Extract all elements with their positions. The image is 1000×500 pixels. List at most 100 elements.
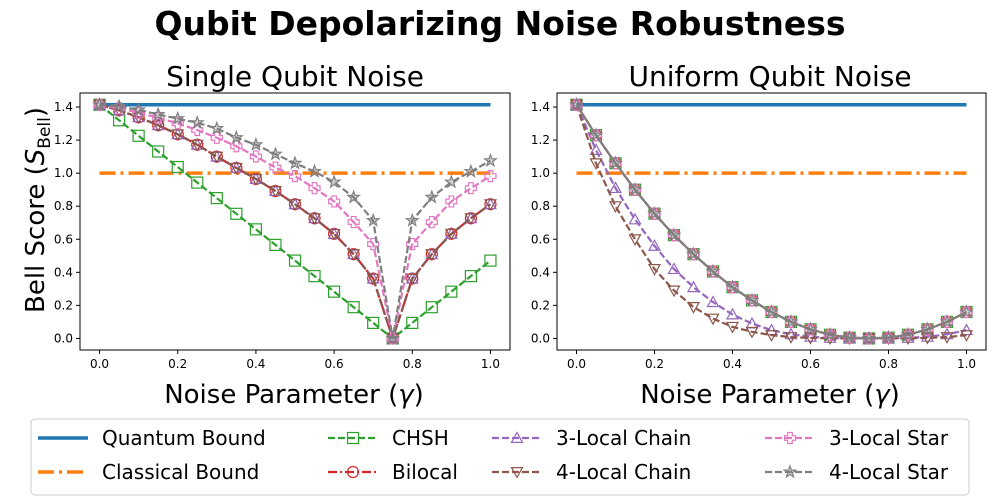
point-3-local-chain <box>745 316 759 329</box>
y-tick-label: 0.2 <box>531 298 550 312</box>
point-4-local-star <box>764 304 779 319</box>
point-4-local-chain <box>366 273 380 286</box>
panel-title-uniform: Uniform Qubit Noise <box>628 60 911 93</box>
point-chsh <box>249 223 263 236</box>
point-4-local-star <box>842 329 857 344</box>
point-chsh <box>347 301 360 314</box>
point-3-local-chain <box>589 143 603 156</box>
point-3-local-chain <box>686 280 701 293</box>
point-3-local-chain <box>784 327 798 340</box>
x-tick-label: 0.4 <box>246 357 265 371</box>
y-tick-label: 1.2 <box>531 133 550 147</box>
point-chsh <box>132 129 145 142</box>
xlabel-text: Noise Parameter ( <box>640 380 874 410</box>
point-4-local-chain <box>483 199 497 211</box>
point-3-local-star <box>210 131 223 144</box>
point-4-local-star <box>783 314 799 329</box>
point-chsh <box>425 301 438 314</box>
point-chsh <box>288 254 302 267</box>
series-line-4-local-star <box>99 103 491 340</box>
point-4-local-chain <box>667 285 681 298</box>
x-tick-label: 0.2 <box>168 357 187 371</box>
point-4-local-star <box>463 163 479 178</box>
series-line-4-local-chain <box>575 104 967 340</box>
point-3-local-chain <box>667 262 681 275</box>
ylabel-close: ) <box>21 107 51 117</box>
ylabel-subscript: Bell <box>35 117 55 149</box>
point-4-local-chain <box>745 326 759 339</box>
y-tick-label: 0.2 <box>54 298 73 312</box>
y-tick-label: 0.4 <box>54 265 73 279</box>
point-4-local-star <box>92 96 107 112</box>
series-line-chsh <box>98 103 492 340</box>
point-3-local-chain <box>628 212 642 225</box>
legend-label: Bilocal <box>392 460 458 484</box>
x-tick-label: 0.8 <box>879 357 898 371</box>
legend-label: 4-Local Chain <box>556 460 691 484</box>
point-3-local-chain <box>959 323 974 336</box>
y-tick-label: 0.8 <box>531 199 550 213</box>
point-4-local-chain <box>249 173 263 186</box>
point-3-local-star <box>308 182 321 195</box>
legend-marker <box>783 431 797 445</box>
point-chsh <box>327 285 341 298</box>
point-3-local-star <box>445 195 458 208</box>
y-tick-label: 0.4 <box>531 265 550 279</box>
legend-label: Quantum Bound <box>102 426 266 450</box>
x-tick-label: 1.0 <box>481 357 500 371</box>
point-4-local-chain <box>764 330 779 342</box>
point-4-local-star <box>608 155 623 170</box>
x-tick-label: 0.6 <box>325 357 344 371</box>
point-chsh <box>445 285 458 298</box>
legend: Quantum Bound Classical Bound CHSH Bilocal 3… <box>30 418 970 496</box>
legend-marker <box>346 431 360 445</box>
y-tick-label: 1.0 <box>54 166 73 180</box>
point-3-local-star <box>425 215 438 229</box>
xlabel-close: ) <box>414 380 424 410</box>
point-4-local-chain <box>647 264 662 276</box>
legend-entry-quantum-bound: Quantum Bound <box>38 426 266 450</box>
point-4-local-chain <box>268 186 282 198</box>
ylabel-single: Bell Score (SBell) <box>21 107 55 313</box>
figure-suptitle: Qubit Depolarizing Noise Robustness <box>155 4 846 43</box>
point-3-local-star <box>288 170 302 183</box>
point-chsh <box>171 160 184 174</box>
point-chsh <box>464 270 478 283</box>
y-tick-label: 0.0 <box>531 331 550 345</box>
point-4-local-star <box>627 181 643 197</box>
point-4-local-star <box>666 227 682 242</box>
point-4-local-star <box>326 174 342 189</box>
point-4-local-chain <box>628 234 642 247</box>
point-4-local-star <box>861 330 877 345</box>
axes-frame <box>556 92 987 351</box>
legend-label: 4-Local Star <box>829 460 949 484</box>
x-tick-label: 1.0 <box>957 357 976 371</box>
point-4-local-chain <box>940 332 954 344</box>
xlabel-text: Noise Parameter ( <box>164 380 398 410</box>
point-4-local-star <box>307 163 322 178</box>
legend-label: CHSH <box>392 426 449 450</box>
y-tick-label: 0.6 <box>54 232 73 246</box>
series-line-3-local-chain <box>575 104 967 340</box>
legend-entry-bilocal: Bilocal <box>328 460 458 484</box>
legend-marker <box>346 465 360 479</box>
xlabel-close: ) <box>890 380 900 410</box>
x-tick-label: 0.8 <box>403 357 422 371</box>
point-4-local-star <box>248 136 264 152</box>
point-3-local-star <box>464 182 478 195</box>
point-chsh <box>152 145 165 158</box>
point-3-local-chain <box>725 307 740 320</box>
point-4-local-chain <box>308 213 322 226</box>
point-4-local-star <box>365 212 381 227</box>
point-4-local-star <box>705 263 721 278</box>
legend-marker <box>510 431 524 443</box>
point-chsh <box>210 192 223 205</box>
legend-entry-chsh: CHSH <box>328 426 449 450</box>
point-chsh <box>484 254 497 267</box>
point-4-local-star <box>725 279 740 294</box>
point-4-local-star <box>939 314 955 329</box>
point-chsh <box>308 270 321 283</box>
point-3-local-chain <box>803 330 818 342</box>
point-4-local-chain <box>920 332 935 345</box>
point-4-local-chain <box>190 139 204 152</box>
